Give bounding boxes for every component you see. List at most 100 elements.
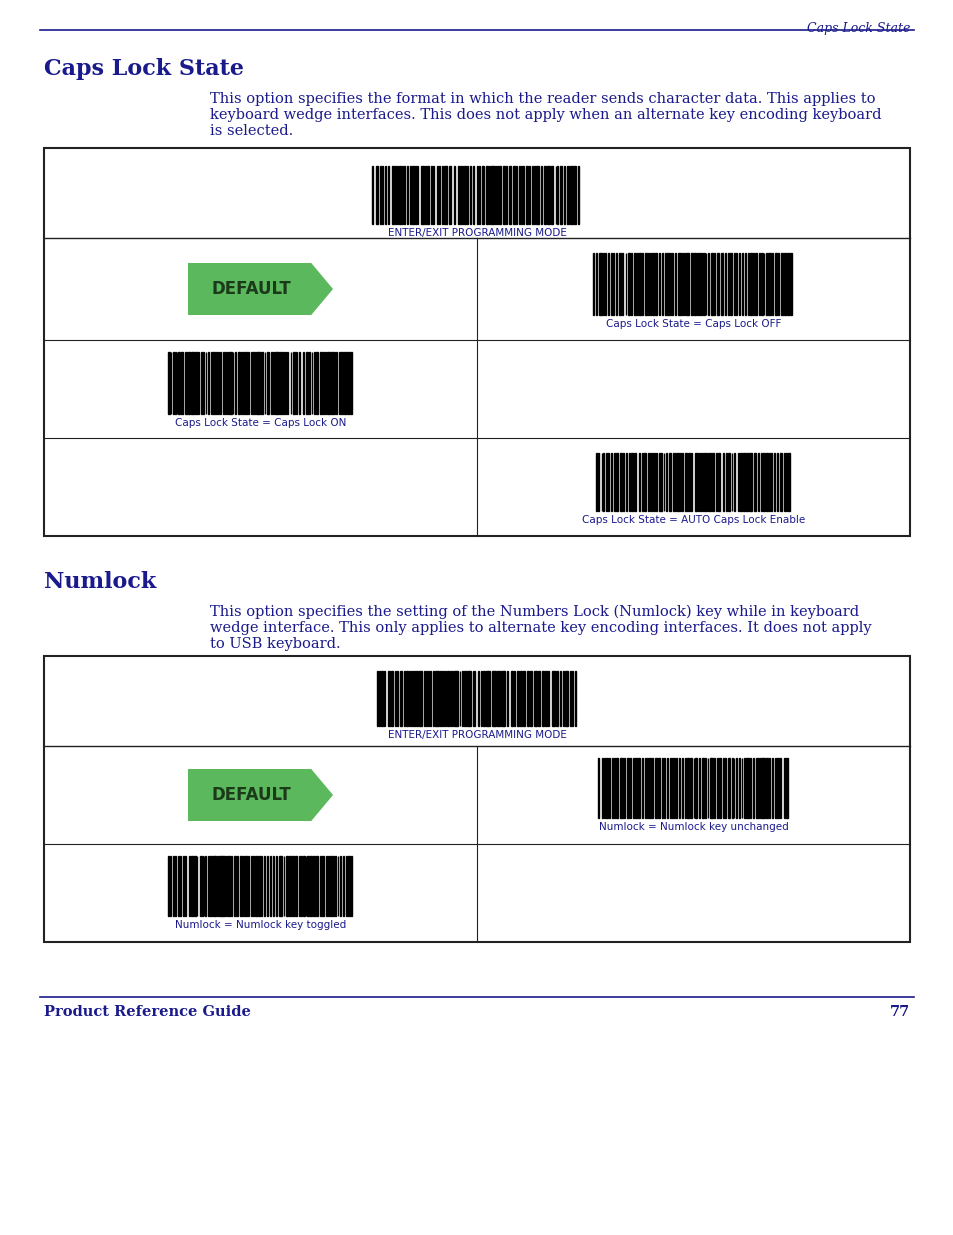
Bar [436, 165, 437, 224]
Bar [658, 758, 659, 818]
Bar [715, 453, 717, 511]
Bar [479, 165, 480, 224]
Bar [713, 253, 715, 315]
Bar [628, 453, 629, 511]
Bar [525, 165, 528, 224]
Bar [489, 165, 490, 224]
Bar [697, 453, 699, 511]
Text: This option specifies the format in which the reader sends character data. This : This option specifies the format in whic… [210, 91, 875, 106]
Bar [331, 352, 333, 414]
Bar [372, 165, 373, 224]
Text: Caps Lock State = Caps Lock OFF: Caps Lock State = Caps Lock OFF [605, 319, 781, 329]
Bar [627, 253, 629, 315]
Bar [739, 453, 741, 511]
Bar [630, 253, 632, 315]
Bar [473, 671, 475, 726]
Bar [644, 758, 645, 818]
Bar [477, 671, 478, 726]
Bar [607, 253, 609, 315]
Bar [694, 253, 695, 315]
Bar [684, 453, 686, 511]
Bar [704, 758, 705, 818]
Bar [483, 671, 484, 726]
Bar [379, 165, 380, 224]
Bar [251, 352, 252, 414]
Bar [789, 253, 791, 315]
Bar [520, 165, 521, 224]
Bar [387, 671, 389, 726]
Bar [527, 671, 528, 726]
Bar [776, 453, 778, 511]
Bar [440, 671, 442, 726]
Bar [677, 453, 679, 511]
Bar [256, 352, 258, 414]
Bar [423, 671, 424, 726]
Bar [623, 758, 624, 818]
Bar [687, 453, 689, 511]
Bar [328, 856, 329, 916]
Bar [671, 758, 673, 818]
Bar [703, 453, 705, 511]
Bar [344, 352, 346, 414]
Bar [690, 453, 691, 511]
Bar [552, 671, 554, 726]
Bar [322, 856, 324, 916]
Bar [718, 453, 720, 511]
Bar [292, 856, 294, 916]
Bar [547, 671, 549, 726]
Bar [750, 253, 751, 315]
Bar [779, 453, 781, 511]
Bar [520, 671, 521, 726]
Bar [381, 671, 383, 726]
Bar [545, 671, 546, 726]
Bar [767, 253, 770, 315]
Bar [536, 165, 538, 224]
Bar [325, 856, 327, 916]
Bar [378, 671, 380, 726]
Text: ENTER/EXIT PROGRAMMING MODE: ENTER/EXIT PROGRAMMING MODE [387, 730, 566, 740]
Bar [242, 352, 244, 414]
Bar [459, 165, 460, 224]
Bar [652, 253, 654, 315]
Bar [409, 671, 410, 726]
Bar [334, 352, 335, 414]
Bar [391, 671, 393, 726]
Bar [177, 856, 179, 916]
Bar [516, 165, 517, 224]
Bar [674, 453, 676, 511]
Text: ENTER/EXIT PROGRAMMING MODE: ENTER/EXIT PROGRAMMING MODE [387, 228, 566, 238]
Bar [327, 352, 330, 414]
Bar [388, 165, 389, 224]
Bar [404, 165, 405, 224]
Bar [540, 165, 541, 224]
Bar [680, 758, 682, 818]
Bar [665, 453, 667, 511]
Bar [616, 758, 618, 818]
Bar [279, 352, 282, 414]
Bar [721, 453, 723, 511]
Bar [396, 165, 397, 224]
Text: Numlock = Numlock key unchanged: Numlock = Numlock key unchanged [598, 823, 787, 832]
Bar [544, 165, 546, 224]
Bar [222, 856, 225, 916]
Bar [522, 671, 524, 726]
Bar [401, 165, 403, 224]
Bar [674, 253, 676, 315]
Bar [168, 352, 170, 414]
Bar [779, 758, 781, 818]
Bar [466, 671, 468, 726]
Bar [529, 165, 530, 224]
Bar [298, 856, 299, 916]
Bar [635, 758, 637, 818]
Bar [537, 671, 539, 726]
Bar [517, 671, 518, 726]
Bar [486, 165, 488, 224]
Bar [461, 165, 462, 224]
Text: Product Reference Guide: Product Reference Guide [44, 1005, 251, 1019]
Bar [681, 453, 682, 511]
Bar [532, 165, 533, 224]
Bar [170, 856, 171, 916]
Bar [568, 165, 569, 224]
Bar [255, 856, 256, 916]
Bar [428, 671, 429, 726]
